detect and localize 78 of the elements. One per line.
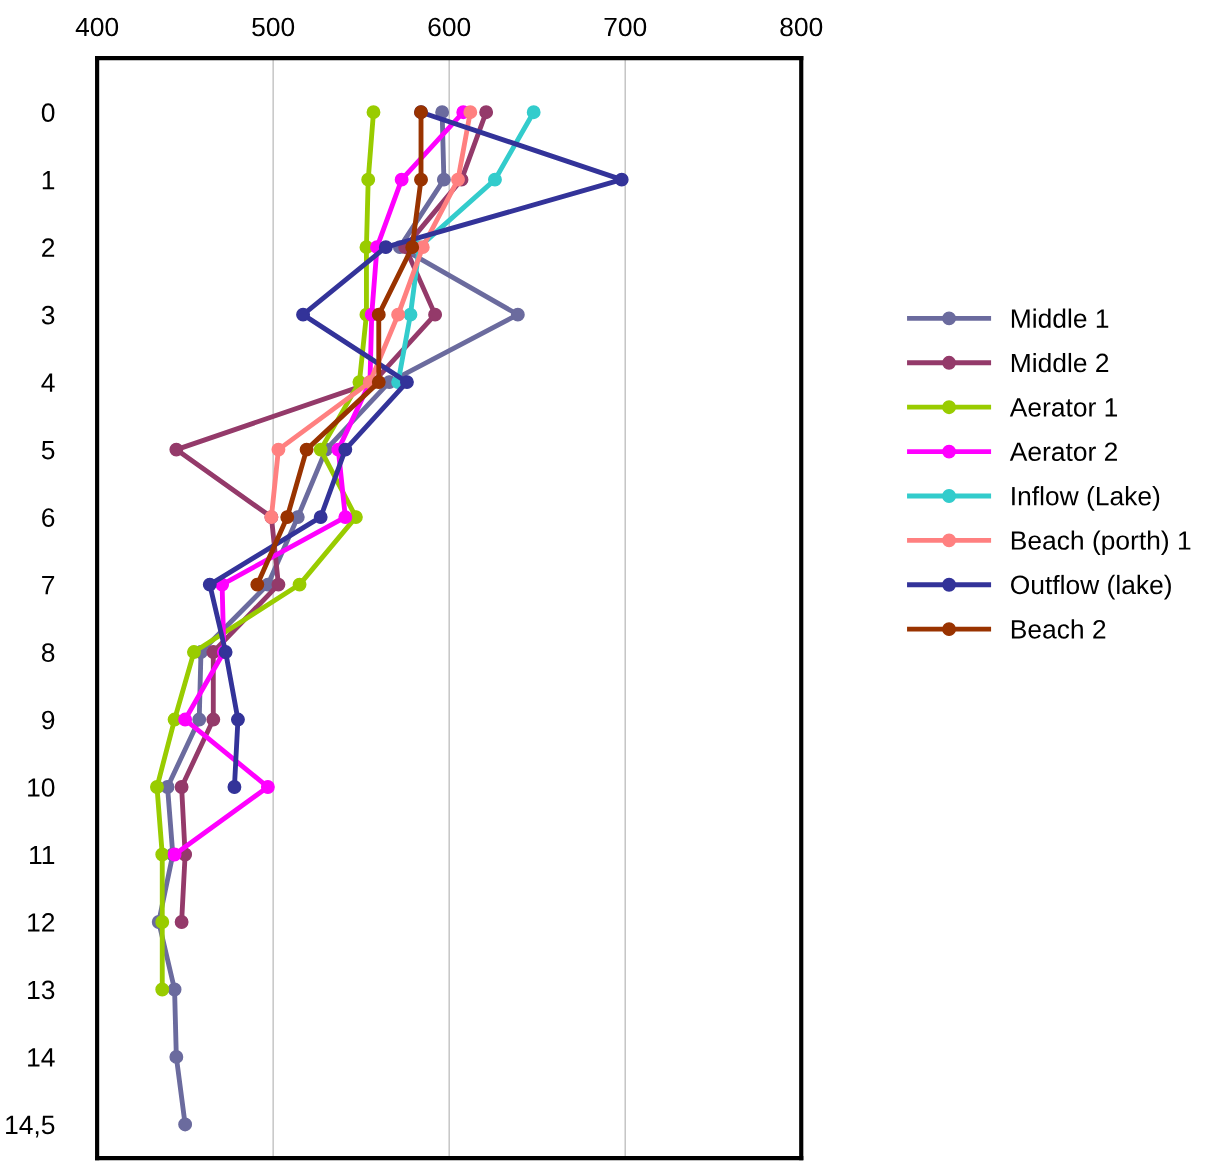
- point: [192, 712, 207, 727]
- point: [394, 172, 409, 187]
- point: [260, 780, 275, 794]
- point: [414, 172, 428, 187]
- point: [271, 577, 286, 592]
- point: [488, 172, 502, 187]
- point: [510, 307, 525, 322]
- point: [150, 780, 164, 794]
- point: [366, 105, 381, 120]
- point: [463, 105, 478, 120]
- y-tick-label: 9: [42, 710, 55, 730]
- point: [227, 780, 242, 794]
- point: [313, 442, 328, 457]
- point: [299, 442, 314, 457]
- y-tick-label: 6: [42, 508, 55, 527]
- point: [428, 307, 443, 322]
- point: [206, 712, 221, 727]
- y-tick-label: 2: [42, 238, 55, 257]
- y-tick-label: 14,5: [6, 1115, 55, 1138]
- y-tick-label: 8: [41, 643, 55, 662]
- legend-label: Aerator 1: [1009, 398, 1118, 417]
- point: [174, 780, 189, 794]
- point: [399, 375, 414, 390]
- y-tick-label: 1: [42, 171, 55, 190]
- y-tick-label: 13: [28, 980, 55, 1000]
- point: [178, 1117, 193, 1132]
- legend-label: Inflow (Lake): [1012, 486, 1160, 511]
- point: [250, 577, 265, 592]
- point: [391, 307, 406, 322]
- y-tick-label: 12: [28, 913, 55, 932]
- point: [271, 442, 286, 457]
- point: [155, 982, 170, 997]
- y-tick-label: 14: [28, 1048, 55, 1067]
- point: [526, 105, 541, 120]
- point: [405, 240, 420, 255]
- point: [479, 105, 494, 120]
- x-tick-label: 800: [780, 17, 823, 37]
- point: [403, 307, 418, 322]
- point: [230, 712, 245, 727]
- point: [338, 510, 353, 525]
- legend-label: Outflow (lake): [1011, 574, 1171, 600]
- point: [361, 172, 376, 187]
- point: [167, 982, 182, 997]
- point: [371, 375, 386, 390]
- point: [155, 847, 170, 862]
- point: [296, 307, 311, 322]
- point: [436, 172, 451, 187]
- legend-label: Beach (porth) 1: [1011, 530, 1191, 556]
- point: [174, 915, 189, 929]
- point: [451, 172, 465, 187]
- point: [378, 240, 393, 255]
- point: [313, 510, 328, 525]
- point: [202, 577, 217, 592]
- x-tick-label: 400: [75, 17, 119, 37]
- y-tick-label: 5: [41, 441, 55, 460]
- legend-label: Middle 1: [1011, 308, 1109, 328]
- x-tick-label: 600: [428, 17, 471, 37]
- x-tick-label: 700: [604, 17, 647, 37]
- y-tick-label: 7: [42, 575, 55, 595]
- y-tick-label: 3: [41, 305, 55, 325]
- x-tick-label: 500: [252, 17, 295, 37]
- legend-label: Beach 2: [1011, 619, 1106, 639]
- y-tick-label: 0: [41, 103, 55, 123]
- point: [155, 915, 170, 929]
- legend-label: Middle 2: [1011, 352, 1109, 373]
- point: [280, 510, 295, 525]
- point: [614, 172, 629, 187]
- legend-label: Aerator 2: [1009, 442, 1117, 462]
- y-tick-label: 10: [28, 778, 55, 797]
- point: [169, 442, 184, 457]
- point: [292, 577, 307, 592]
- point: [178, 712, 193, 727]
- point: [338, 442, 353, 457]
- point: [186, 645, 201, 659]
- point: [169, 1050, 184, 1064]
- point: [371, 307, 386, 322]
- y-tick-label: 11: [30, 845, 55, 865]
- y-tick-label: 4: [41, 373, 55, 392]
